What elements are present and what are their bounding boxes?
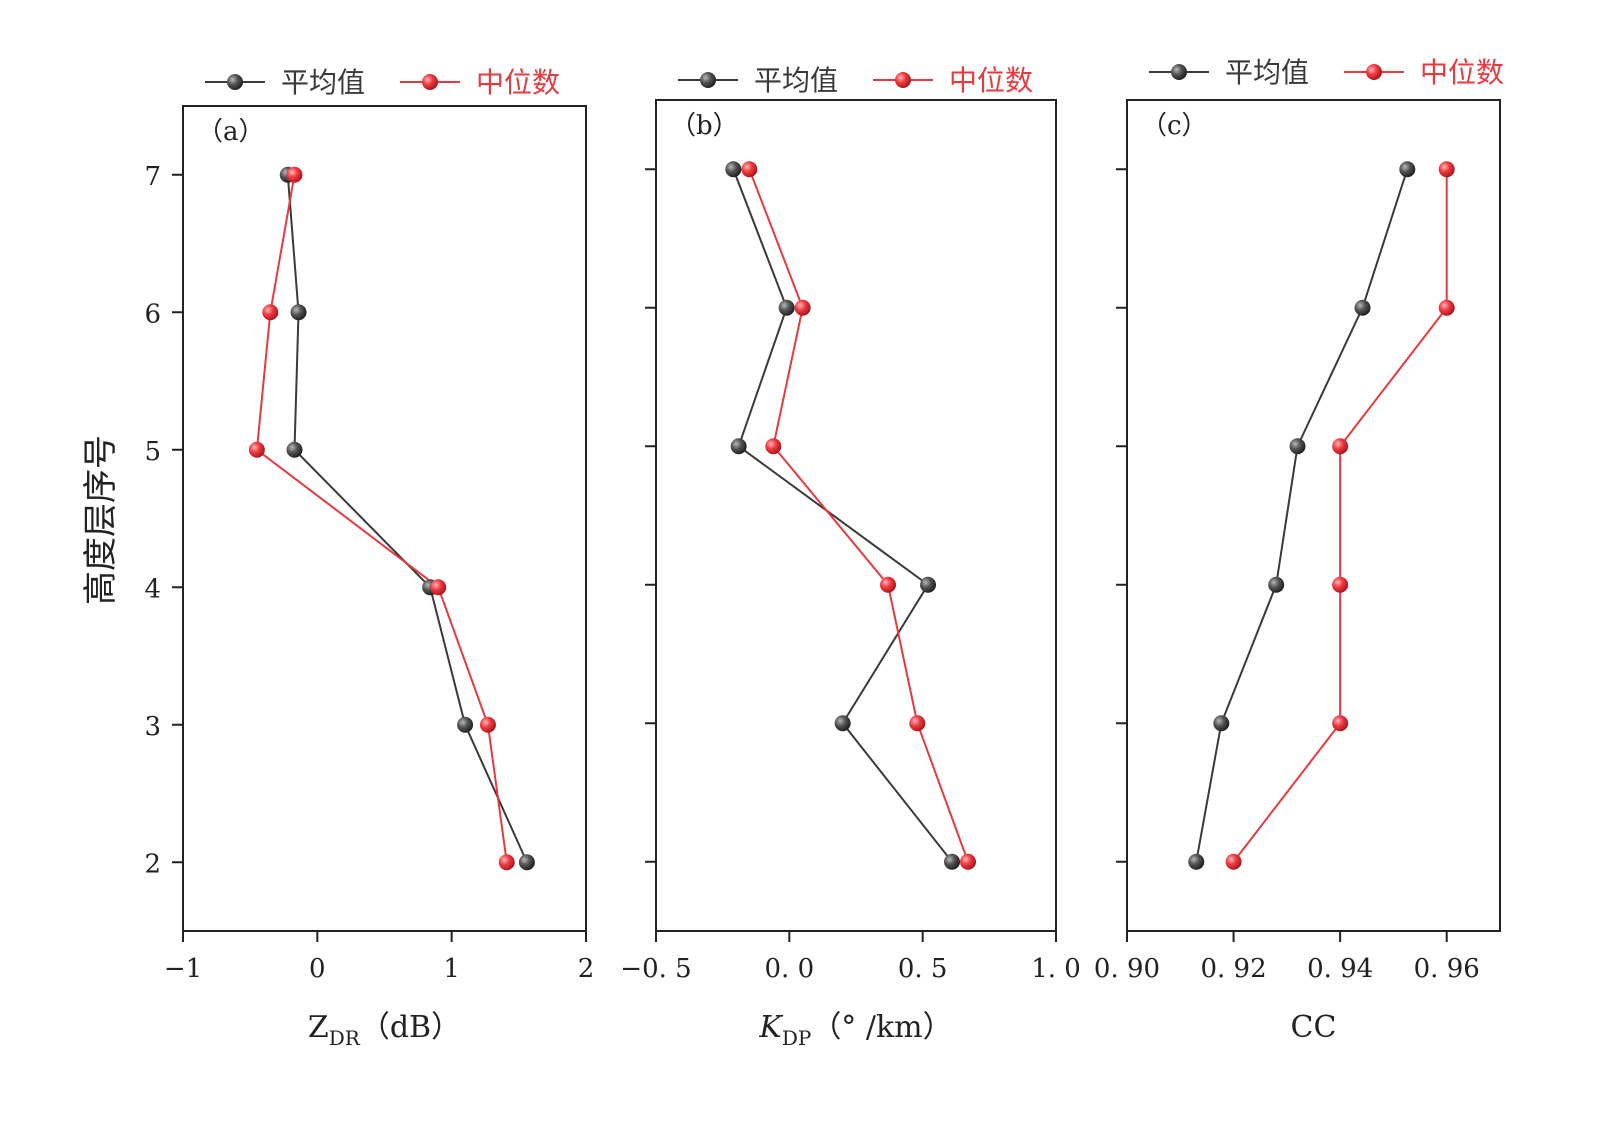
data-point-mean <box>834 715 851 732</box>
y-tick-label: 3 <box>144 712 161 742</box>
x-tick-label: 1 <box>443 954 460 984</box>
y-axis-title: 高度层序号 <box>81 435 121 605</box>
data-point-mean <box>1289 438 1306 455</box>
legend-label-mean: 平均值 <box>281 66 365 99</box>
data-point-median <box>1225 853 1242 870</box>
legend-label-mean: 平均值 <box>1225 56 1309 89</box>
data-point-mean <box>725 161 742 178</box>
legend-label-median: 中位数 <box>1420 56 1504 89</box>
x-tick-label: 0 <box>309 954 326 984</box>
data-point-median <box>1332 715 1349 732</box>
x-axis-title-main: K <box>758 1010 783 1045</box>
x-tick-label: 0. 90 <box>1094 954 1160 984</box>
plot-frame <box>655 99 1057 932</box>
series-line-mean <box>286 174 528 863</box>
series-line-median <box>1232 169 1448 863</box>
legend-label-mean: 平均值 <box>754 64 838 97</box>
y-tick-label: 2 <box>144 849 161 879</box>
x-axis-title-subscript: DP <box>782 1026 812 1050</box>
data-point-median <box>960 853 976 870</box>
x-axis-title-main: Z <box>308 1010 329 1045</box>
series-line-median <box>748 168 969 863</box>
series-line-mean <box>1195 168 1409 862</box>
data-point-median <box>248 441 265 458</box>
plot-frame <box>182 105 587 932</box>
data-point-mean <box>1188 853 1205 870</box>
legend-marker-median <box>1366 64 1382 80</box>
data-point-median <box>765 438 782 455</box>
data-point-median <box>1438 161 1455 178</box>
data-point-median <box>880 576 896 593</box>
data-point-mean <box>778 299 795 316</box>
x-axis-title-unit: （° /km） <box>811 1010 952 1045</box>
y-tick-label: 6 <box>144 299 161 329</box>
legend-marker-mean <box>1171 64 1187 80</box>
data-point-median <box>286 166 303 183</box>
plot-frame <box>1126 99 1501 932</box>
data-point-median <box>1332 438 1349 455</box>
data-point-median <box>262 304 279 321</box>
x-tick-label: 1. 0 <box>1031 954 1081 984</box>
y-tick-label: 7 <box>144 162 161 192</box>
series-line-mean <box>732 168 953 863</box>
data-point-median <box>479 716 496 733</box>
legend-label-median: 中位数 <box>949 64 1033 97</box>
panel-1: −1 0 1 2 2 3 4 5 6 7 （a） ZDR（dB） 平均值 中位数 <box>144 66 594 1050</box>
data-point-mean <box>1213 715 1230 732</box>
panel-label: （b） <box>670 111 739 141</box>
x-axis-title: ZDR（dB） <box>308 1010 461 1050</box>
legend-marker-mean <box>700 72 716 88</box>
x-axis-title-main: CC <box>1291 1010 1337 1045</box>
legend-marker-mean <box>227 74 243 90</box>
data-point-median <box>741 161 758 178</box>
legend-marker-median <box>422 74 438 90</box>
x-tick-label: −0. 5 <box>620 954 691 984</box>
x-tick-label: 0. 94 <box>1307 954 1373 984</box>
panel-2: −0. 5 0. 0 0. 5 1. 0 （b） KDP（° /km） 平均值 中位数 <box>620 64 1081 1050</box>
legend: 平均值 中位数 <box>205 66 560 99</box>
x-tick-label: 0. 96 <box>1414 954 1480 984</box>
data-point-median <box>498 854 515 871</box>
y-tick-label: 4 <box>144 574 161 604</box>
data-point-mean <box>1399 161 1416 178</box>
data-point-mean <box>518 854 535 871</box>
data-point-mean <box>920 576 936 593</box>
series-line-median <box>255 174 508 863</box>
panel-3: 0. 90 0. 92 0. 94 0. 96 （c） CC 平均值 中位数 <box>1094 56 1504 1045</box>
data-point-median <box>1438 299 1455 316</box>
data-point-mean <box>730 438 747 455</box>
x-axis-title-subscript: DR <box>329 1026 361 1050</box>
data-point-mean <box>290 304 307 321</box>
data-point-median <box>794 299 811 316</box>
data-point-median <box>1332 576 1349 593</box>
data-point-mean <box>1354 299 1371 316</box>
legend-label-median: 中位数 <box>476 66 560 99</box>
legend-marker-median <box>895 72 911 88</box>
data-point-mean <box>944 853 960 870</box>
x-axis-title-unit: （dB） <box>360 1010 461 1045</box>
x-tick-label: 0. 5 <box>898 954 948 984</box>
legend: 平均值 中位数 <box>1149 56 1504 89</box>
x-tick-label: 0. 92 <box>1200 954 1266 984</box>
panel-label: （a） <box>197 117 265 147</box>
data-point-median <box>430 579 447 596</box>
panel-label: （c） <box>1141 111 1208 141</box>
data-point-median <box>909 715 926 732</box>
x-axis-title: CC <box>1291 1010 1337 1045</box>
legend: 平均值 中位数 <box>678 64 1033 97</box>
data-point-mean <box>1268 576 1285 593</box>
x-axis-title: KDP（° /km） <box>758 1010 952 1050</box>
data-point-mean <box>286 441 303 458</box>
y-tick-label: 5 <box>144 437 161 467</box>
data-point-mean <box>457 716 474 733</box>
x-tick-label: 2 <box>578 954 595 984</box>
x-tick-label: 0. 0 <box>765 954 815 984</box>
x-tick-label: −1 <box>164 954 202 984</box>
